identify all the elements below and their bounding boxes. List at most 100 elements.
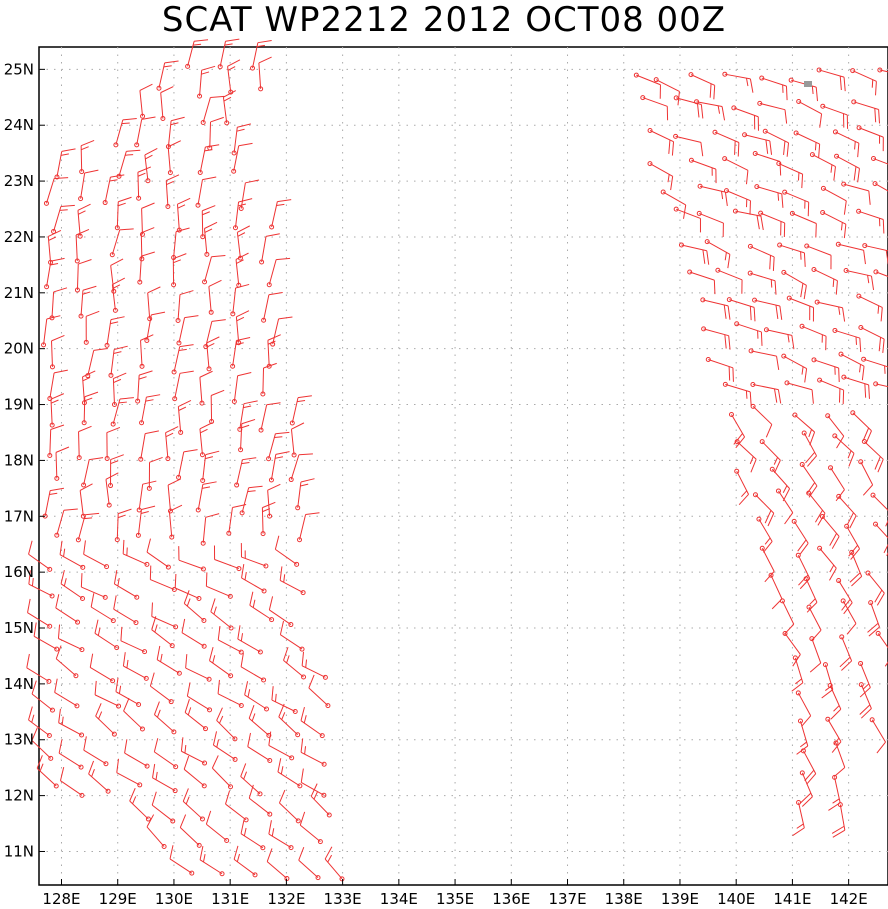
wind-barb — [789, 210, 817, 238]
wind-barb — [633, 72, 661, 99]
wind-barb — [869, 717, 886, 754]
wind-barb — [134, 116, 156, 148]
wind-barb — [171, 344, 194, 375]
wind-barb — [834, 153, 860, 183]
wind-barb — [27, 598, 53, 629]
wind-barb — [152, 763, 178, 794]
wind-barb — [722, 156, 749, 185]
wind-barb — [858, 459, 874, 496]
wind-barb — [213, 545, 242, 572]
wind-barb — [176, 315, 199, 346]
wind-barb — [811, 266, 838, 295]
wind-barb — [203, 221, 218, 257]
lat-tick-label: 23N — [4, 172, 34, 190]
wind-barb — [777, 242, 806, 267]
wind-barb — [182, 788, 205, 822]
wind-barb — [200, 450, 220, 483]
wind-barb — [114, 196, 132, 231]
wind-barb — [43, 177, 69, 206]
wind-barb — [836, 578, 853, 615]
wind-barb — [49, 287, 68, 321]
wind-barb — [781, 353, 808, 383]
wind-barb — [113, 118, 137, 148]
wind-barb — [817, 545, 837, 581]
wind-barb — [54, 678, 80, 709]
wind-barb — [271, 686, 298, 715]
lat-tick-label: 17N — [4, 507, 34, 525]
wind-barb — [300, 738, 327, 767]
wind-barb — [239, 485, 263, 516]
wind-barb — [58, 708, 85, 738]
wind-barb — [186, 682, 213, 713]
wind-barb — [817, 377, 845, 405]
lat-tick-label: 19N — [4, 396, 34, 414]
wind-barb — [212, 731, 238, 762]
wind-barb — [796, 718, 809, 755]
wind-barb — [47, 424, 65, 458]
wind-barb — [110, 258, 124, 294]
lat-tick-label: 16N — [4, 563, 34, 581]
wind-barb — [748, 348, 780, 371]
wind-barb — [210, 598, 234, 631]
wind-barb — [55, 645, 79, 679]
wind-barb — [274, 535, 300, 567]
wind-barb — [234, 457, 257, 488]
wind-barb — [115, 677, 142, 707]
wind-barb — [116, 758, 143, 788]
wind-barb — [850, 410, 872, 444]
wind-barb — [59, 540, 86, 570]
wind-barb — [297, 512, 320, 543]
wind-barb — [734, 321, 763, 346]
wind-barb — [268, 451, 290, 483]
wind-barb — [283, 646, 307, 680]
wind-barb — [277, 758, 303, 789]
wind-barb — [763, 327, 795, 350]
grid-lines — [39, 47, 888, 885]
wind-barb — [750, 382, 782, 404]
lon-tick-label: 128E — [42, 890, 80, 908]
wind-barb — [816, 67, 846, 92]
wind-barb — [207, 116, 224, 151]
wind-barb — [146, 814, 167, 850]
wind-barb — [203, 319, 226, 350]
wind-barb — [673, 206, 701, 233]
wind-barb — [181, 618, 207, 649]
wind-barb — [865, 570, 885, 606]
wind-barb — [832, 129, 860, 158]
wind-barb — [123, 697, 145, 732]
wind-barb — [768, 572, 783, 610]
wind-barb — [176, 197, 191, 233]
wind-barb — [784, 380, 814, 404]
wind-barb — [233, 845, 258, 878]
wind-barb — [791, 518, 809, 555]
wind-barb — [122, 652, 149, 681]
wind-barb — [673, 133, 704, 157]
wind-barb — [105, 472, 119, 508]
wind-barb — [104, 316, 125, 348]
wind-barb — [750, 403, 773, 438]
wind-barb — [836, 493, 857, 529]
wind-barb — [208, 279, 222, 315]
wind-barb — [704, 239, 731, 269]
wind-barb — [873, 269, 888, 277]
wind-barb — [168, 504, 183, 540]
wind-barb — [156, 645, 182, 676]
wind-barb — [858, 682, 872, 719]
wind-barb — [260, 362, 277, 397]
lon-tick-label: 134E — [380, 890, 418, 908]
wind-barb — [206, 336, 220, 372]
wind-barb — [258, 402, 281, 433]
wind-barb — [156, 60, 179, 91]
wind-barb — [59, 766, 85, 798]
wind-barb — [809, 152, 836, 181]
wind-barb — [289, 395, 312, 426]
wind-barb — [731, 105, 759, 131]
wind-barb — [236, 225, 250, 261]
wind-barb — [124, 739, 150, 769]
wind-barb — [237, 400, 258, 432]
wind-barb — [795, 552, 811, 590]
wind-barb — [843, 268, 875, 290]
wind-barb — [167, 478, 181, 514]
wind-barb — [700, 297, 731, 320]
wind-barb — [28, 540, 53, 572]
